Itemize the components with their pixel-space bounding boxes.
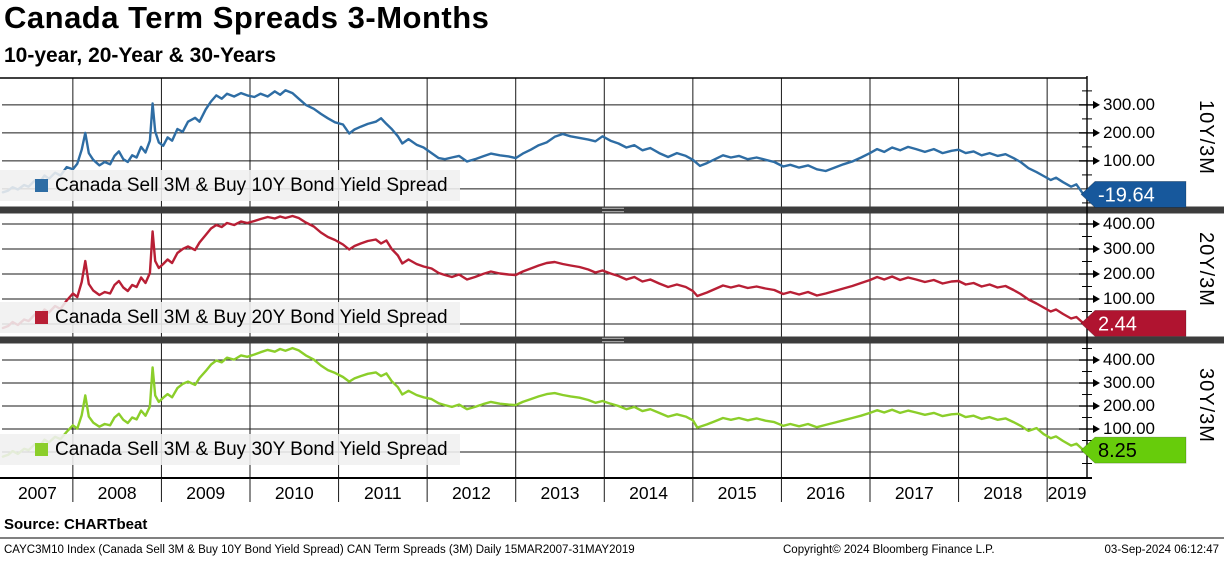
legend-swatch-30y (35, 443, 48, 456)
legend-panel-10y: Canada Sell 3M & Buy 10Y Bond Yield Spre… (0, 170, 460, 201)
legend-swatch-10y (35, 179, 48, 192)
panel-axis-label-20y: 20Y/3M (1195, 232, 1217, 307)
footer-security-info: CAYC3M10 Index (Canada Sell 3M & Buy 10Y… (4, 544, 635, 556)
legend-panel-30y: Canada Sell 3M & Buy 30Y Bond Yield Spre… (0, 434, 460, 465)
footer-copyright: Copyright© 2024 Bloomberg Finance L.P. (783, 544, 995, 556)
series-line-30y-3m (1, 346, 1085, 458)
last-value-badge-30y-3m (1080, 436, 1187, 464)
last-value-badge-text: 8.25 (1098, 440, 1137, 462)
last-value-badge-20y-3m (1080, 309, 1187, 337)
last-value-badge-text: 2.44 (1098, 313, 1137, 335)
y-tick-arrow-icon (1093, 402, 1100, 411)
panel-separator-bar (0, 206, 1224, 214)
legend-label-10y: Canada Sell 3M & Buy 10Y Bond Yield Spre… (55, 174, 448, 196)
source-label: Source: CHARTbeat (4, 516, 148, 533)
panel-separator-bar (0, 336, 1224, 344)
page-subtitle: 10-year, 20-Year & 30-Years (4, 44, 277, 67)
y-tick-arrow-icon (1093, 245, 1100, 253)
legend-swatch-20y (35, 311, 48, 324)
y-tick-arrow-icon (1093, 270, 1100, 278)
panel-axis-label-10y: 10Y/3M (1195, 100, 1217, 175)
panel-axis-label-30y: 30Y/3M (1195, 368, 1217, 443)
page-title: Canada Term Spreads 3-Months (4, 0, 490, 35)
series-line-10y-3m (1, 89, 1085, 196)
last-value-badge-text: -19.64 (1098, 184, 1155, 206)
legend-label-20y: Canada Sell 3M & Buy 20Y Bond Yield Spre… (55, 306, 448, 328)
legend-label-30y: Canada Sell 3M & Buy 30Y Bond Yield Spre… (55, 438, 448, 460)
y-tick-arrow-icon (1093, 100, 1100, 109)
footer-timestamp: 03-Sep-2024 06:12:47 (1104, 544, 1219, 556)
y-tick-arrow-icon (1093, 295, 1100, 303)
y-tick-arrow-icon (1093, 425, 1100, 434)
y-tick-arrow-icon (1093, 156, 1100, 165)
y-tick-arrow-icon (1093, 128, 1100, 137)
legend-panel-20y: Canada Sell 3M & Buy 20Y Bond Yield Spre… (0, 302, 460, 333)
last-value-badge-10y-3m (1080, 181, 1187, 208)
series-line-20y-3m (1, 214, 1085, 330)
y-tick-arrow-icon (1093, 379, 1100, 388)
y-tick-arrow-icon (1093, 356, 1100, 365)
y-tick-arrow-icon (1093, 220, 1100, 228)
